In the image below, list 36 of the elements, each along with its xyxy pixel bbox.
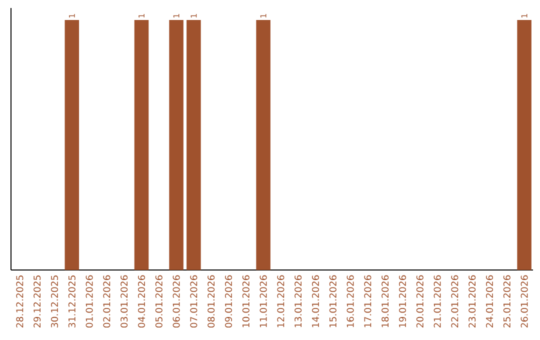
x-tick-label: 14.01.2026 [312, 275, 320, 328]
x-tick-label: 03.01.2026 [120, 275, 128, 328]
x-tick-label: 31.12.2025 [68, 276, 76, 328]
x-tick-label: 12.01.2026 [277, 275, 284, 328]
x-tick-label: 20.01.2026 [416, 275, 424, 328]
x-tick-label: 11.01.2026 [260, 275, 267, 328]
x-tick-label: 16.01.2026 [346, 275, 354, 328]
data-label: 1 [68, 14, 75, 18]
data-label: 1 [521, 14, 528, 18]
x-tick-label: 10.01.2026 [242, 275, 250, 328]
x-tick-label: 23.01.2026 [468, 275, 476, 328]
x-tick-label: 18.01.2026 [382, 275, 389, 328]
x-tick-label: 22.01.2026 [451, 275, 458, 328]
data-label: 1 [138, 14, 144, 18]
data-label: 1 [190, 14, 197, 18]
x-tick-label: 09.01.2026 [224, 275, 232, 328]
x-tick-label: 28.12.2025 [16, 276, 24, 328]
x-tick-label: 06.01.2026 [172, 275, 180, 328]
x-tick-label: 21.01.2026 [434, 275, 441, 328]
x-tick-label: 01.01.2026 [86, 275, 93, 328]
x-tick-label: 13.01.2026 [294, 275, 302, 328]
x-tick-label: 05.01.2026 [155, 275, 162, 328]
x-tick-label: 15.01.2026 [329, 275, 336, 328]
x-tick-label: 04.01.2026 [138, 275, 146, 328]
x-tick-label: 30.12.2025 [50, 276, 58, 328]
x-tick-label: 26.01.2026 [520, 275, 528, 328]
x-tick-label: 19.01.2026 [398, 275, 406, 328]
x-tick-label: 25.01.2026 [503, 275, 510, 328]
data-label: 1 [173, 14, 180, 18]
x-tick-label: 07.01.2026 [190, 275, 198, 328]
x-tick-label: 17.01.2026 [364, 275, 372, 328]
x-tick-label: 08.01.2026 [208, 275, 215, 328]
x-tick-label: 02.01.2026 [103, 275, 110, 328]
data-label: 1 [260, 14, 266, 18]
x-tick-label: 29.12.2025 [34, 276, 41, 328]
x-tick-label: 24.01.2026 [486, 275, 494, 328]
